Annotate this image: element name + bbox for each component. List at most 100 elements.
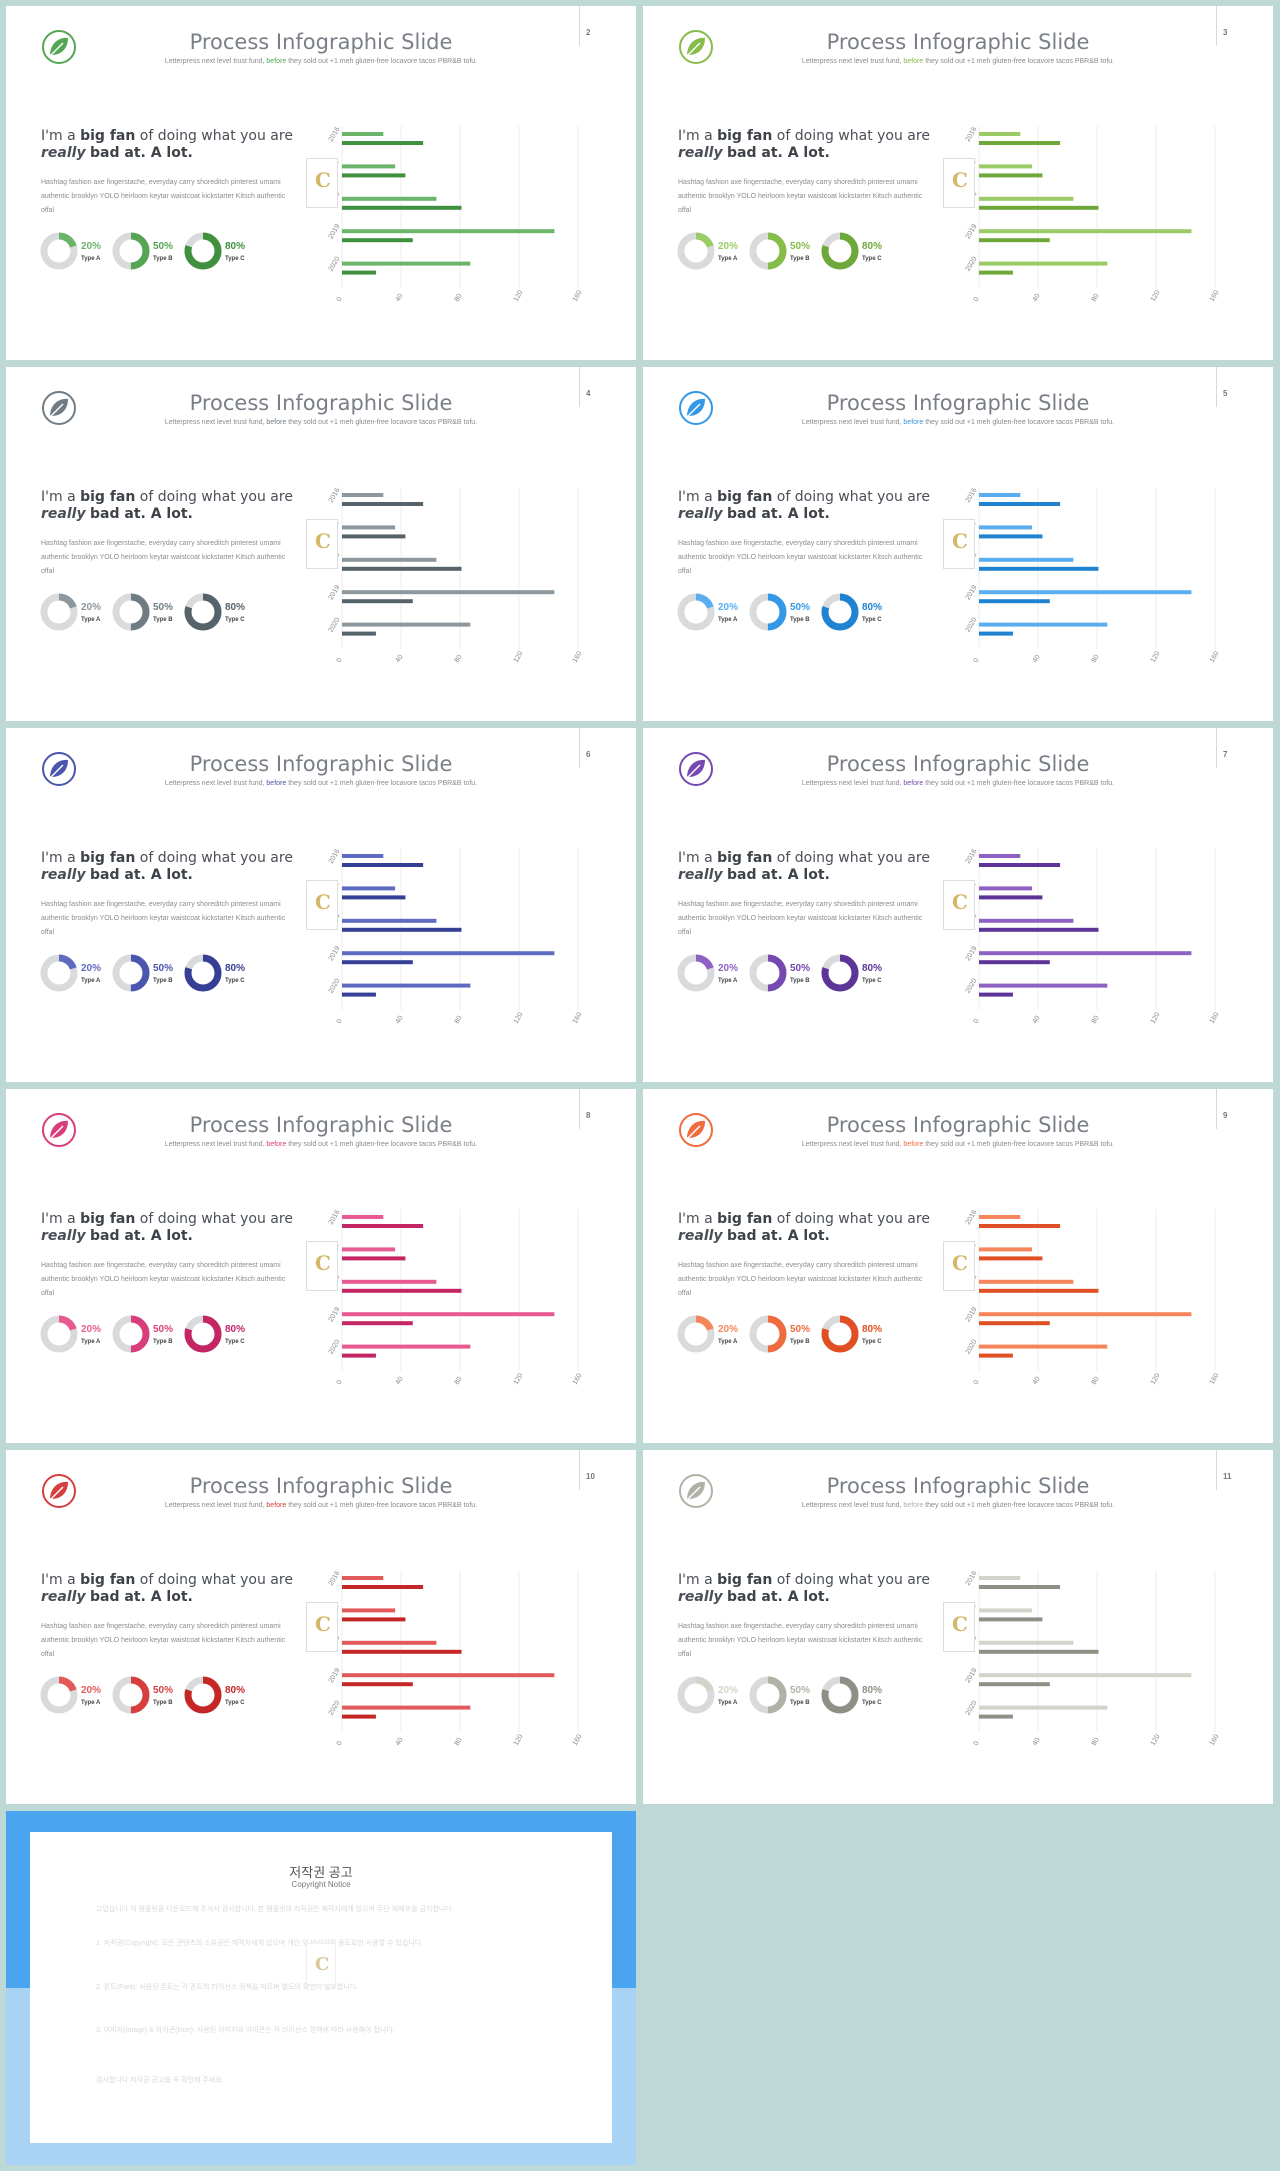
x-tick-label: 0 [336, 1379, 344, 1386]
donut-percent: 20% [718, 1685, 739, 1696]
bar [979, 599, 1050, 604]
donut-ring [821, 954, 859, 992]
donut-percent: 50% [153, 1324, 174, 1335]
bar [342, 992, 376, 997]
donut-label: Type A [718, 617, 738, 623]
donut-fill [749, 1315, 787, 1353]
x-tick-label: 80 [1091, 1737, 1101, 1747]
bar [342, 1224, 424, 1228]
heading-text: of doing what you are [139, 489, 293, 505]
donut-label: Type C [862, 256, 882, 262]
donut-percent: 20% [718, 602, 739, 613]
y-category-label: 2016 [328, 1570, 342, 1587]
bar-chart: 0408012016020162017201820192020 [304, 116, 594, 316]
bar [979, 1714, 1013, 1719]
page-number-divider [579, 6, 580, 46]
bar [342, 238, 413, 243]
heading-text: I'm a [678, 489, 713, 505]
bar [342, 918, 437, 923]
donut-ring [40, 232, 78, 270]
slide-subtitle: Letterpress next level trust fund, befor… [643, 780, 1273, 787]
subtitle-highlight: before [266, 419, 287, 426]
bar [342, 1256, 406, 1261]
subtitle-text: they sold out +1 meh gluten-free locavor… [288, 1141, 478, 1148]
page-number-divider [579, 1450, 580, 1490]
donut-label: Type B [790, 1339, 810, 1345]
donut-label: Type A [81, 978, 101, 984]
watermark-badge-icon: C [943, 519, 975, 569]
slide-title: Process Infographic Slide [189, 752, 453, 776]
slide-subtitle: Letterpress next level trust fund, befor… [643, 1502, 1273, 1509]
subtitle-highlight: before [903, 780, 924, 787]
heading-text: I'm a [41, 1572, 76, 1588]
donut-fill [749, 232, 787, 270]
body-text: Hashtag fashion axe fingerstache, everyd… [678, 1623, 923, 1658]
slide-title: Process Infographic Slide [826, 1474, 1090, 1498]
bar [979, 205, 1099, 210]
donut-percent: 20% [718, 963, 739, 974]
slide-subtitle: Letterpress next level trust fund, befor… [6, 58, 636, 65]
subtitle-text: they sold out +1 meh gluten-free locavor… [925, 780, 1115, 787]
x-tick-label: 160 [1209, 650, 1221, 664]
x-tick-label: 0 [973, 1379, 981, 1386]
donut-fill [677, 1676, 715, 1714]
subtitle-text: Letterpress next level trust fund, [164, 780, 265, 787]
y-category-label: 2020 [965, 256, 979, 273]
svg-text:C: C [315, 890, 331, 914]
bar [342, 599, 413, 604]
donut-label: Type C [862, 617, 882, 623]
donut-stat: 50% Type B [748, 592, 858, 637]
donut-label: Type B [790, 256, 810, 262]
bar [342, 622, 471, 627]
slide-title: Process Infographic Slide [826, 391, 1090, 415]
subtitle-text: they sold out +1 meh gluten-free locavor… [288, 58, 478, 65]
bar [979, 1682, 1050, 1687]
bar [979, 173, 1043, 178]
page-number-divider [579, 1089, 580, 1129]
bar [342, 854, 384, 858]
slide-subtitle: Letterpress next level trust fund, befor… [643, 419, 1273, 426]
donut-label: Type C [225, 256, 245, 262]
page-number-divider [1216, 1089, 1217, 1129]
donut-ring [112, 232, 150, 270]
page-number: 8 [586, 1111, 591, 1120]
donut-percent: 50% [790, 241, 811, 252]
body-text: Hashtag fashion axe fingerstache, everyd… [41, 1262, 286, 1297]
bar [979, 622, 1108, 627]
section-heading: I'm a big fan of doing what you are reall… [678, 489, 938, 523]
leaf-logo-icon [39, 1110, 79, 1150]
x-tick-label: 0 [973, 657, 981, 664]
slide: 4 Process Infographic Slide Letterpress ne… [6, 367, 636, 721]
svg-text:C: C [952, 529, 968, 553]
subtitle-highlight: before [903, 419, 924, 426]
x-tick-label: 80 [1091, 654, 1101, 664]
donut-label: Type B [790, 617, 810, 623]
page-number: 7 [1223, 750, 1228, 759]
bar [342, 863, 424, 867]
bar [342, 566, 462, 571]
section-heading: I'm a big fan of doing what you are reall… [678, 128, 938, 162]
x-tick-label: 40 [395, 293, 405, 303]
x-tick-label: 160 [572, 289, 584, 303]
bar-chart: 0408012016020162017201820192020 [941, 1199, 1231, 1399]
donut-fill [677, 954, 715, 992]
donut-ring [749, 593, 787, 631]
donut-ring [749, 1676, 787, 1714]
bar [342, 1714, 376, 1719]
watermark-badge-icon: C [306, 519, 338, 569]
donut-percent: 80% [862, 963, 883, 974]
y-category-label: 2019 [328, 1306, 342, 1323]
subtitle-highlight: before [903, 1502, 924, 1509]
donut-percent: 50% [790, 1324, 811, 1335]
donut-label: Type A [718, 1339, 738, 1345]
slide: 6 Process Infographic Slide Letterpress ne… [6, 728, 636, 1082]
donut-stat: 80% Type C [820, 231, 930, 276]
heading-bold: bad at. A lot. [90, 867, 193, 883]
donut-percent: 50% [153, 602, 174, 613]
x-tick-label: 80 [1091, 1015, 1101, 1025]
bar [979, 1640, 1074, 1645]
x-tick-label: 160 [1209, 1372, 1221, 1386]
subtitle-highlight: before [266, 1502, 287, 1509]
bar [342, 1640, 437, 1645]
y-category-label: 2016 [328, 487, 342, 504]
